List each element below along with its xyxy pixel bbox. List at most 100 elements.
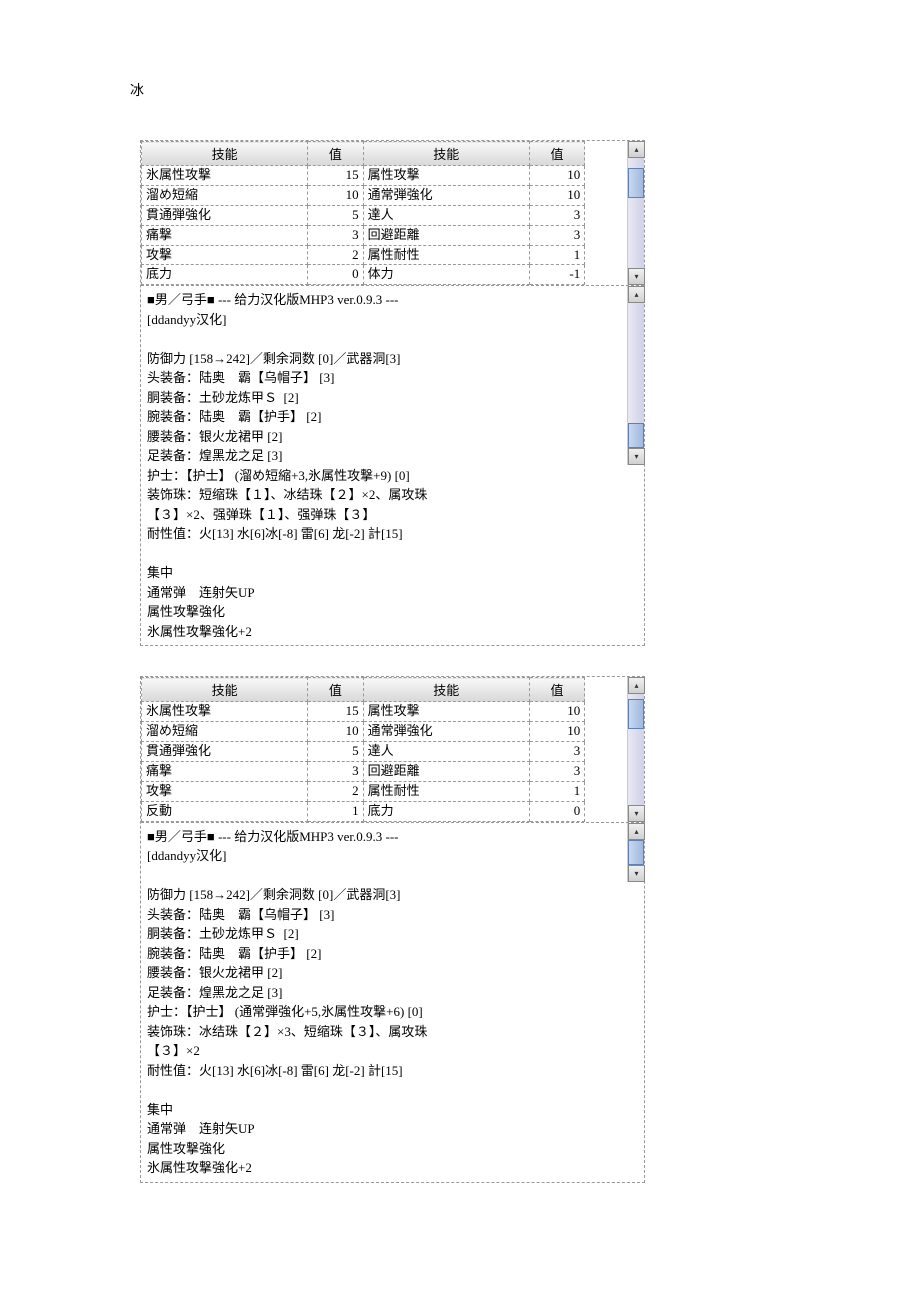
detail-line: 集中 — [147, 563, 621, 583]
skill-value: 1 — [308, 801, 363, 821]
skill-value: 0 — [529, 801, 584, 821]
skill-name: 通常弾強化 — [363, 185, 529, 205]
detail-line: 【３】×2、强弹珠【１】、强弹珠【３】 — [147, 505, 621, 525]
table-row: 氷属性攻撃15属性攻撃10 — [142, 702, 585, 722]
detail-line: 护士：【护士】 (溜め短縮+3,氷属性攻撃+9) [0] — [147, 466, 621, 486]
skill-value: 10 — [529, 166, 584, 186]
skill-value: 5 — [308, 742, 363, 762]
detail-line: 足装备：煌黑龙之足 [3] — [147, 983, 621, 1003]
table-row: 反動1底力0 — [142, 801, 585, 821]
skill-name: 属性攻撃 — [363, 702, 529, 722]
scroll-down-icon[interactable]: ▾ — [628, 805, 645, 822]
skill-name: 属性耐性 — [363, 245, 529, 265]
skill-name: 氷属性攻撃 — [142, 166, 308, 186]
scroll-down-icon[interactable]: ▾ — [628, 865, 645, 882]
skill-name: 攻撃 — [142, 245, 308, 265]
skill-value: 5 — [308, 205, 363, 225]
scroll-up-icon[interactable]: ▴ — [628, 141, 645, 158]
detail-line: 胴装备：土砂龙炼甲Ｓ [2] — [147, 924, 621, 944]
col-header: 技能 — [363, 678, 529, 702]
col-header: 技能 — [142, 142, 308, 166]
detail-line: 集中 — [147, 1100, 621, 1120]
skill-value: 3 — [529, 762, 584, 782]
table-row: 貫通弾強化5達人3 — [142, 205, 585, 225]
skill-name: 回避距離 — [363, 225, 529, 245]
detail-line: 胴装备：土砂龙炼甲Ｓ [2] — [147, 388, 621, 408]
table-row: 溜め短縮10通常弾強化10 — [142, 185, 585, 205]
detail-line: 头装备：陆奥 霸【乌帽子】 [3] — [147, 905, 621, 925]
skill-value: 15 — [308, 166, 363, 186]
skill-value: 3 — [529, 742, 584, 762]
detail-line: ■男／弓手■ --- 给力汉化版MHP3 ver.0.9.3 --- — [147, 827, 621, 847]
detail-line: 属性攻撃強化 — [147, 602, 621, 622]
skill-value: 10 — [308, 722, 363, 742]
armor-detail-1: ■男／弓手■ --- 给力汉化版MHP3 ver.0.9.3 ---[ddand… — [141, 286, 627, 645]
page-title: 冰 — [0, 0, 920, 140]
table-scrollbar[interactable]: ▴ ▾ — [627, 141, 644, 285]
skill-name: 体力 — [363, 265, 529, 285]
detail-line: ■男／弓手■ --- 给力汉化版MHP3 ver.0.9.3 --- — [147, 290, 621, 310]
scroll-up-icon[interactable]: ▴ — [628, 286, 645, 303]
skill-name: 回避距離 — [363, 762, 529, 782]
detail-line: 装饰珠：冰结珠【２】×3、短缩珠【３】、属攻珠 — [147, 1022, 621, 1042]
skill-name: 属性攻撃 — [363, 166, 529, 186]
detail-line: 耐性值：火[13] 水[6]冰[-8] 雷[6] 龙[-2] 計[15] — [147, 524, 621, 544]
col-header: 值 — [529, 678, 584, 702]
skill-value: 1 — [529, 781, 584, 801]
skill-table-2: 技能 值 技能 值 氷属性攻撃15属性攻撃10溜め短縮10通常弾強化10貫通弾強… — [141, 677, 585, 821]
armor-detail-2: ■男／弓手■ --- 给力汉化版MHP3 ver.0.9.3 ---[ddand… — [141, 823, 627, 1182]
detail-line: 腰装备：银火龙裙甲 [2] — [147, 963, 621, 983]
detail-line: 足装备：煌黑龙之足 [3] — [147, 446, 621, 466]
table-row: 痛撃3回避距離3 — [142, 225, 585, 245]
scroll-down-icon[interactable]: ▾ — [628, 268, 645, 285]
table-row: 攻撃2属性耐性1 — [142, 245, 585, 265]
skill-name: 痛撃 — [142, 225, 308, 245]
detail-line: 头装备：陆奥 霸【乌帽子】 [3] — [147, 368, 621, 388]
detail-line: 防御力 [158→242]／剩余洞数 [0]／武器洞[3] — [147, 349, 621, 369]
col-header: 技能 — [142, 678, 308, 702]
scroll-up-icon[interactable]: ▴ — [628, 677, 645, 694]
table-row: 痛撃3回避距離3 — [142, 762, 585, 782]
skill-name: 溜め短縮 — [142, 722, 308, 742]
skill-name: 通常弾強化 — [363, 722, 529, 742]
table-row: 氷属性攻撃15属性攻撃10 — [142, 166, 585, 186]
skill-value: 2 — [308, 245, 363, 265]
skill-name: 痛撃 — [142, 762, 308, 782]
skill-name: 攻撃 — [142, 781, 308, 801]
table-row: 溜め短縮10通常弾強化10 — [142, 722, 585, 742]
skill-name: 底力 — [363, 801, 529, 821]
skill-value: 3 — [529, 225, 584, 245]
skill-value: 0 — [308, 265, 363, 285]
detail-line: 护士：【护士】 (通常弾強化+5,氷属性攻撃+6) [0] — [147, 1002, 621, 1022]
col-header: 值 — [308, 142, 363, 166]
skill-name: 属性耐性 — [363, 781, 529, 801]
detail-scrollbar[interactable]: ▴ ▾ — [627, 286, 644, 465]
skill-value: 3 — [308, 225, 363, 245]
skill-name: 溜め短縮 — [142, 185, 308, 205]
detail-line — [147, 866, 621, 886]
detail-line: 【３】×2 — [147, 1041, 621, 1061]
skill-name: 達人 — [363, 742, 529, 762]
skill-name: 貫通弾強化 — [142, 742, 308, 762]
skill-value: 15 — [308, 702, 363, 722]
detail-line: 腕装备：陆奥 霸【护手】 [2] — [147, 407, 621, 427]
skill-value: 2 — [308, 781, 363, 801]
armor-block-2: 技能 值 技能 值 氷属性攻撃15属性攻撃10溜め短縮10通常弾強化10貫通弾強… — [140, 676, 645, 1182]
scroll-down-icon[interactable]: ▾ — [628, 448, 645, 465]
skill-name: 底力 — [142, 265, 308, 285]
table-scrollbar[interactable]: ▴ ▾ — [627, 677, 644, 821]
detail-line: 腕装备：陆奥 霸【护手】 [2] — [147, 944, 621, 964]
skill-name: 氷属性攻撃 — [142, 702, 308, 722]
detail-scrollbar[interactable]: ▴ ▾ — [627, 823, 644, 882]
detail-line: 通常弹 连射矢UP — [147, 1119, 621, 1139]
skill-value: -1 — [529, 265, 584, 285]
detail-line: 通常弹 连射矢UP — [147, 583, 621, 603]
detail-line — [147, 1080, 621, 1100]
col-header: 值 — [529, 142, 584, 166]
scroll-up-icon[interactable]: ▴ — [628, 823, 645, 840]
detail-line: 属性攻撃強化 — [147, 1139, 621, 1159]
detail-line: 氷属性攻撃強化+2 — [147, 622, 621, 642]
skill-value: 3 — [529, 205, 584, 225]
skill-name: 反動 — [142, 801, 308, 821]
skill-value: 10 — [529, 702, 584, 722]
